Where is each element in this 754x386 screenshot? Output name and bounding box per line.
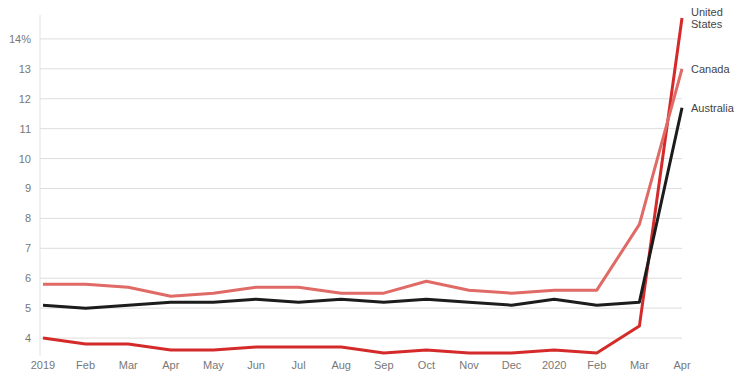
series-label-part: Australia xyxy=(691,102,735,114)
y-tick-label: 4 xyxy=(25,332,31,344)
y-tick-label: 13 xyxy=(19,63,31,75)
grid-line xyxy=(40,188,682,189)
x-tick-label: Mar xyxy=(119,359,138,371)
grid-line xyxy=(40,248,682,249)
y-tick-label: 7 xyxy=(25,242,31,254)
chart: 4 5 6 7 8 9 10 11 12 13 14% 2019 Feb Mar Apr May Jun Jul A… xyxy=(0,0,754,386)
x-tick-label: May xyxy=(203,359,224,371)
y-tick-label: 5 xyxy=(25,302,31,314)
x-tick-label: Sep xyxy=(374,359,394,371)
x-tick-label: 2020 xyxy=(542,359,566,371)
y-tick-label: 8 xyxy=(25,212,31,224)
x-tick-label: Apr xyxy=(162,359,179,371)
grid-line xyxy=(40,308,682,309)
x-tick-label: Feb xyxy=(76,359,95,371)
series-label: UnitedStates xyxy=(691,6,723,30)
y-tick-label: 11 xyxy=(20,123,31,135)
x-tick-label: Jun xyxy=(247,359,265,371)
series-label-part: Canada xyxy=(691,63,730,75)
x-tick-label: Dec xyxy=(502,359,522,371)
series-label: Canada xyxy=(691,63,730,75)
x-tick-label: Mar xyxy=(630,359,649,371)
y-tick-label: 6 xyxy=(25,272,31,284)
x-tick-label: Oct xyxy=(418,359,435,371)
series-label: Australia xyxy=(691,102,735,114)
y-tick-label: 12 xyxy=(19,93,31,105)
series-line xyxy=(43,18,682,353)
x-tick-label: Feb xyxy=(587,359,606,371)
x-tick-label: Nov xyxy=(459,359,479,371)
x-tick-label: Jul xyxy=(292,359,306,371)
y-axis-line xyxy=(40,15,41,356)
grid-line xyxy=(40,68,682,69)
grid-line xyxy=(40,278,682,279)
x-tick-label: Aug xyxy=(331,359,351,371)
grid-line xyxy=(40,338,682,339)
series-line xyxy=(43,69,682,296)
series-label-part: United xyxy=(691,6,723,18)
x-tick-label: 2019 xyxy=(31,359,55,371)
y-tick-label: 14% xyxy=(9,33,31,45)
grid-line xyxy=(40,128,682,129)
grid-line xyxy=(40,98,682,99)
grid-line xyxy=(40,38,682,39)
y-tick-label: 10 xyxy=(19,153,31,165)
series-label-part: States xyxy=(691,18,723,30)
y-tick-label: 9 xyxy=(25,182,31,194)
x-tick-label: Apr xyxy=(673,359,690,371)
series-line xyxy=(43,108,682,308)
lines xyxy=(43,18,682,353)
grid-line xyxy=(40,158,682,159)
grid-line xyxy=(40,218,682,219)
